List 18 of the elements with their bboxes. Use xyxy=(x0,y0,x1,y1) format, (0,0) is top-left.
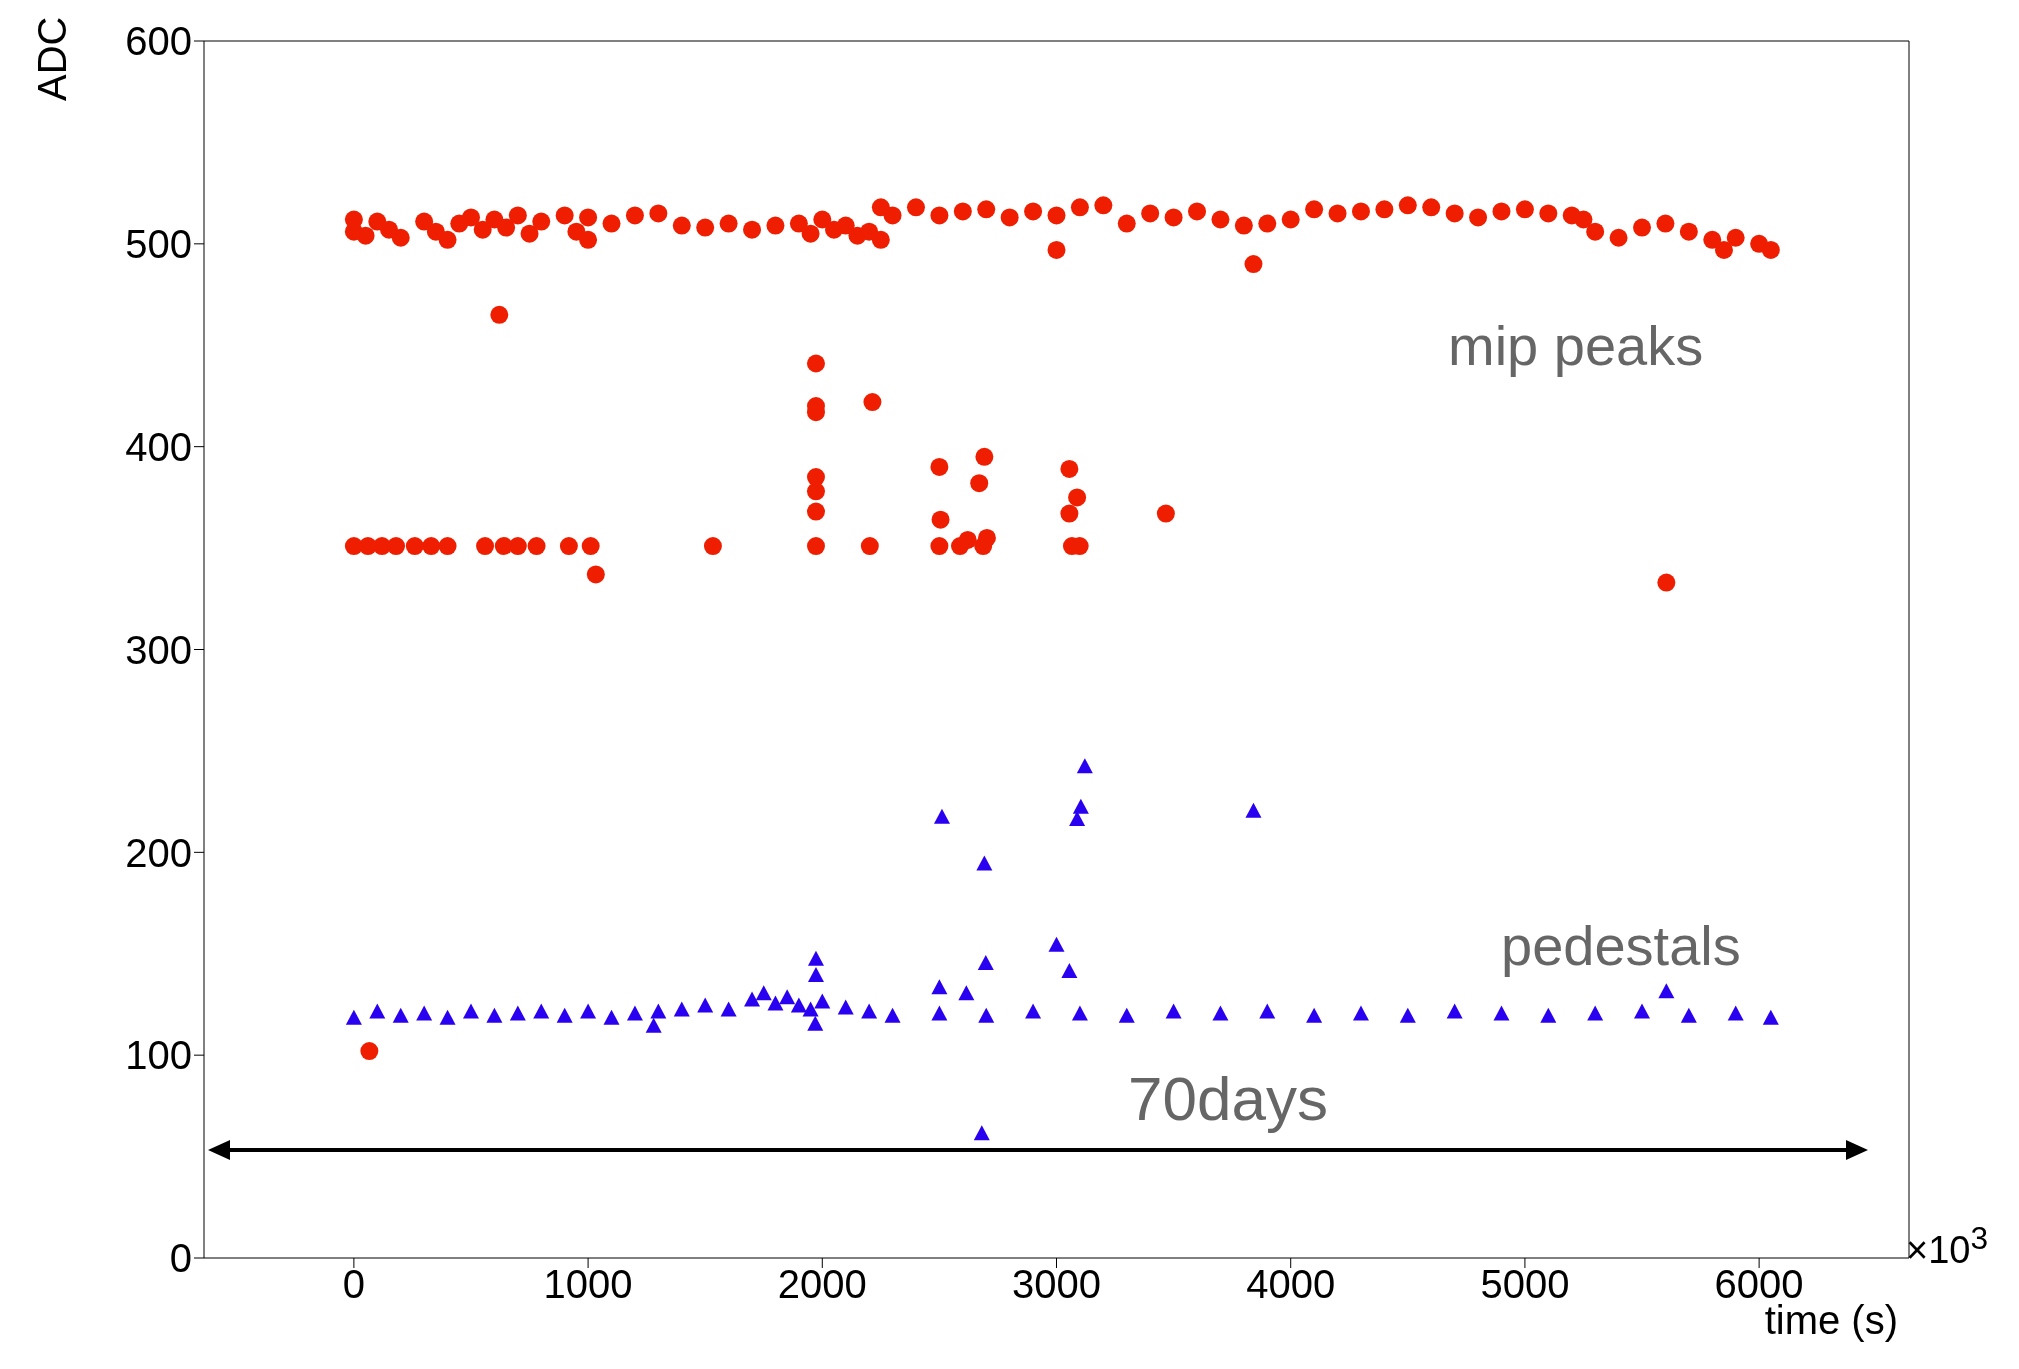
x-tick-label: 0 xyxy=(342,1262,366,1307)
series-label: pedestals xyxy=(1501,913,1741,978)
y-tick-label: 600 xyxy=(125,19,192,64)
x-tick-label: 5000 xyxy=(1480,1262,1570,1307)
y-tick-label: 100 xyxy=(125,1033,192,1078)
y-tick-label: 300 xyxy=(125,627,192,672)
annotation: ×10$^{3}$ xyxy=(1906,1220,1989,1272)
x-tick-label: 4000 xyxy=(1246,1262,1336,1307)
y-tick-label: 200 xyxy=(125,830,192,875)
x-tick-label: 3000 xyxy=(1012,1262,1101,1307)
x-axis-title: time (s) xyxy=(1764,1298,1898,1343)
annotation: 70days xyxy=(1128,1063,1328,1134)
series-label: mip peaks xyxy=(1448,313,1704,378)
x-tick-label: 1000 xyxy=(543,1262,633,1307)
x-tick-label: 2000 xyxy=(777,1262,867,1307)
y-axis-title: ADC xyxy=(30,16,75,101)
y-tick-label: 500 xyxy=(125,222,192,267)
y-tick-label: 400 xyxy=(125,424,192,469)
